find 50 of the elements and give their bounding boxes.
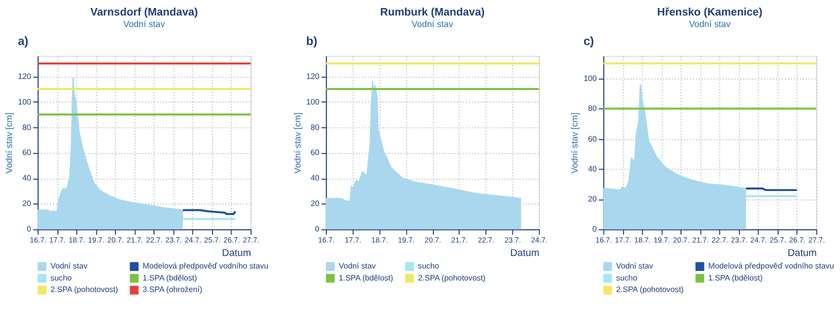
y-tick-label: 20: [588, 194, 598, 204]
y-axis-title: Vodní stav [cm]: [4, 112, 14, 174]
y-tick-label: 80: [310, 122, 320, 132]
legend-label: Vodní stav: [50, 262, 88, 271]
legend-label: 2.SPA (pohotovost): [50, 285, 118, 294]
chart-title: Hřensko (Kamenice): [657, 6, 763, 18]
legend-label: Modelová předpověď vodního stavu: [142, 262, 268, 271]
y-tick-label: 80: [588, 104, 598, 114]
y-tick-label: 100: [306, 97, 320, 106]
legend-label: 1.SPA (bdělost): [338, 273, 394, 282]
chart-subtitle: Vodní stav: [412, 19, 454, 30]
text: c): [583, 34, 594, 48]
text: b): [306, 34, 318, 48]
legend-label: 2.SPA (pohotovost): [616, 285, 684, 294]
legend-label: Vodní stav: [616, 262, 654, 271]
y-axis-title: Vodní stav [cm]: [570, 112, 580, 174]
legend-label: Modelová předpověď vodního stavu: [708, 262, 834, 271]
y-tick-label: 100: [18, 97, 32, 106]
legend-label: sucho: [50, 273, 72, 282]
y-tick-label: 120: [306, 72, 320, 81]
y-tick-label: 60: [310, 148, 320, 158]
chart-title: Rumburk (Mandava): [380, 6, 486, 18]
y-axis-title: Vodní stav [cm]: [292, 112, 302, 174]
y-tick-label: 60: [22, 148, 32, 158]
legend-label: 1.SPA (bdělost): [142, 273, 198, 282]
chart-subtitle: Vodní stav: [688, 19, 732, 30]
text: a): [18, 34, 28, 48]
x-axis-title: Datum: [510, 248, 540, 259]
legend-label: sucho: [616, 273, 638, 282]
x-axis-title: Datum: [788, 248, 817, 259]
y-tick-label: 20: [310, 199, 320, 208]
legend-label: 1.SPA (bdělost): [708, 273, 763, 282]
y-tick-label: 0: [315, 224, 320, 234]
chart-title: Varnsdorf (Mandava): [90, 6, 198, 18]
y-tick-label: 40: [22, 174, 32, 183]
y-tick-label: 120: [18, 72, 32, 81]
y-tick-label: 40: [310, 174, 320, 183]
legend-label: Vodní stav: [338, 262, 376, 271]
chart-subtitle: Vodní stav: [123, 19, 166, 30]
y-tick-label: 0: [26, 224, 32, 234]
y-tick-label: 80: [22, 122, 32, 132]
y-tick-label: 40: [588, 164, 598, 174]
y-tick-label: 100: [584, 74, 598, 83]
x-axis-title: Datum: [222, 248, 252, 259]
y-tick-label: 20: [22, 199, 32, 208]
y-tick-label: 0: [592, 224, 598, 234]
legend-label: sucho: [418, 262, 440, 271]
legend-label: 3.SPA (ohrožení): [142, 285, 203, 294]
y-tick-label: 60: [588, 134, 598, 144]
legend-label: 2.SPA (pohotovost): [418, 273, 486, 282]
